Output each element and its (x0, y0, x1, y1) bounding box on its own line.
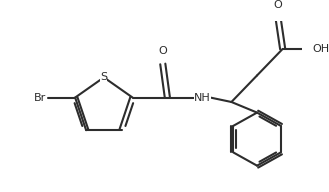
Text: O: O (159, 46, 167, 56)
Text: OH: OH (312, 44, 329, 54)
Text: O: O (274, 0, 283, 10)
Text: S: S (100, 72, 108, 82)
Text: Br: Br (34, 93, 46, 103)
Text: NH: NH (194, 93, 211, 103)
